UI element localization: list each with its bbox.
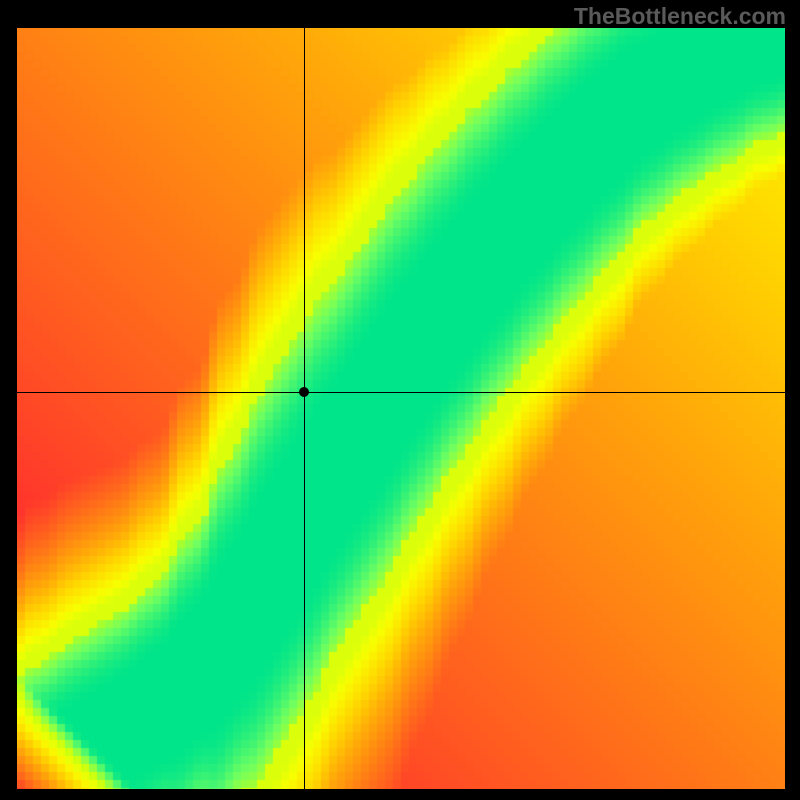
heatmap-canvas [17,28,785,789]
crosshair-horizontal [17,392,785,393]
watermark-text: TheBottleneck.com [574,3,786,30]
crosshair-vertical [304,28,305,789]
heatmap-plot [17,28,785,789]
crosshair-marker [299,387,309,397]
